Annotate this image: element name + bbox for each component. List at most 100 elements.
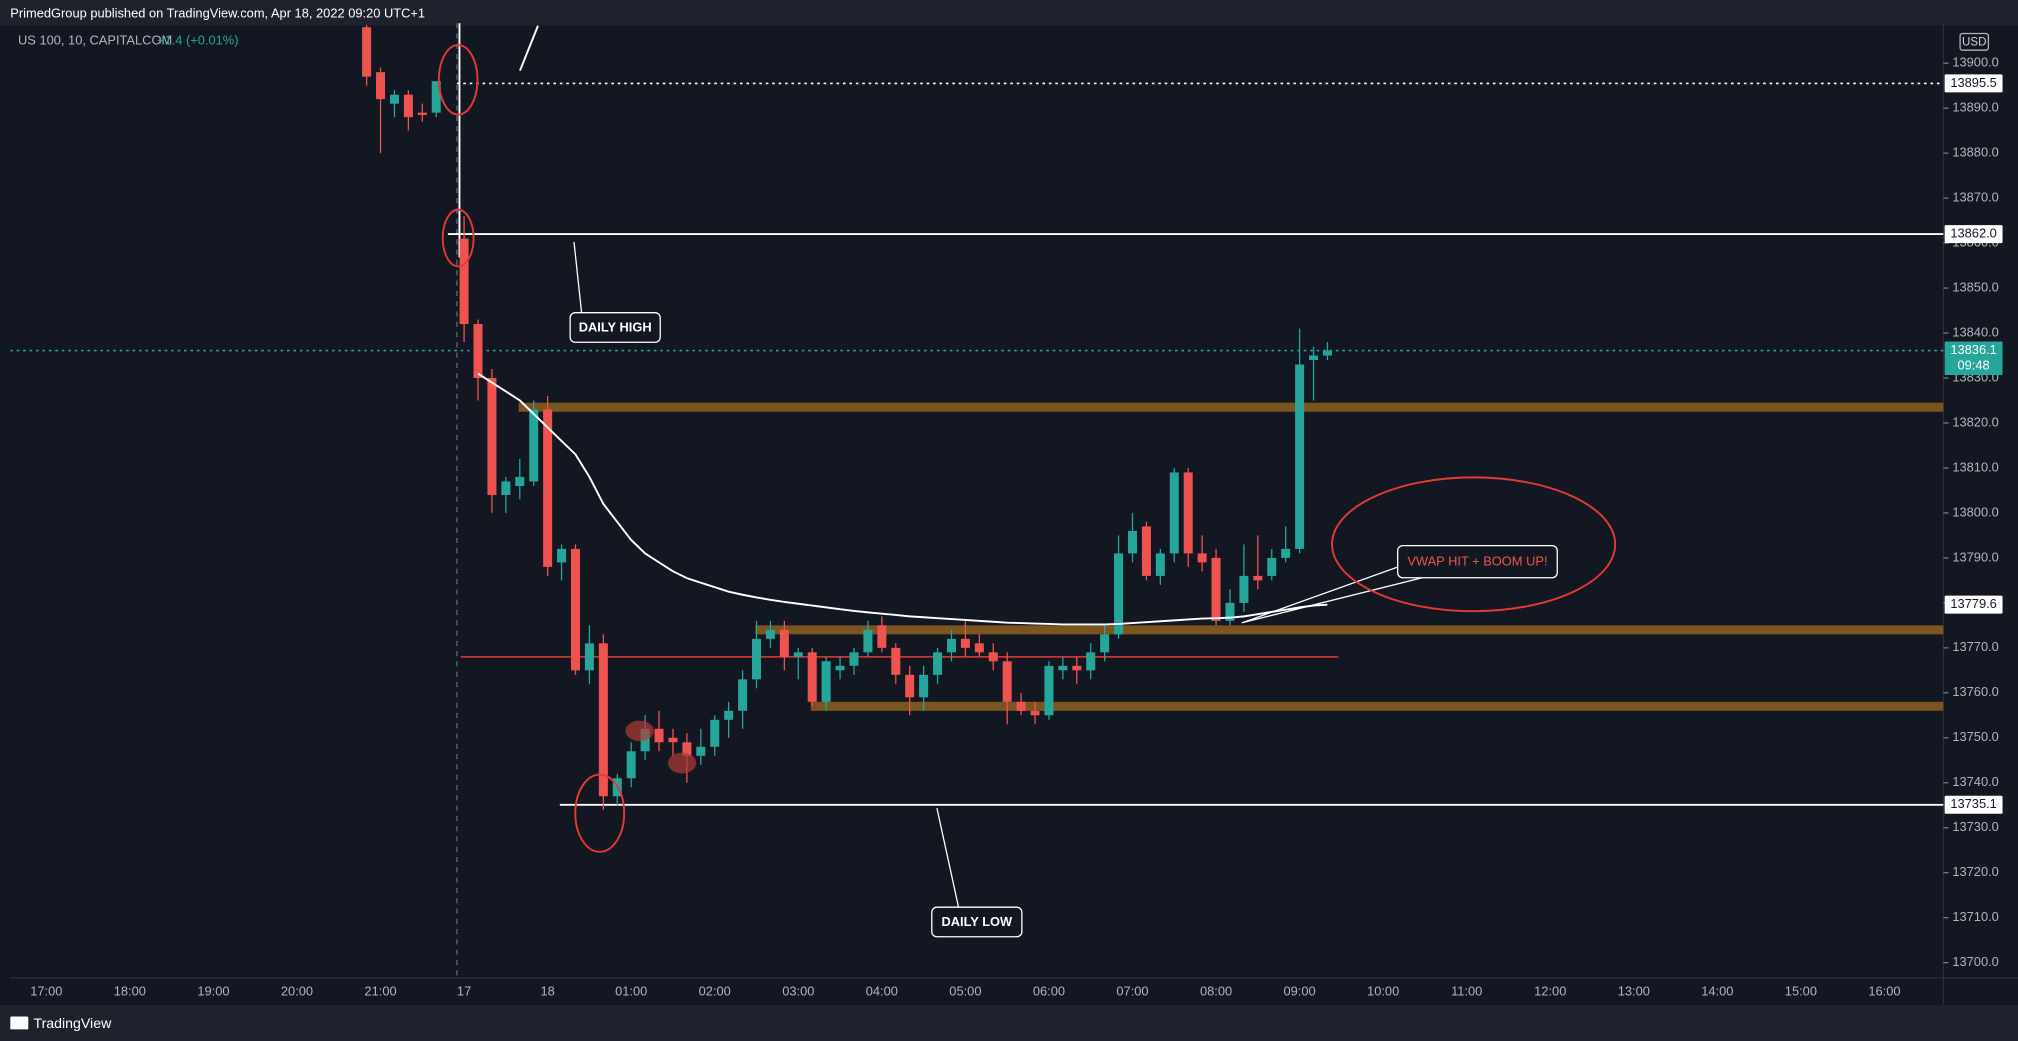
y-tick-label: 13900.0 [1952, 55, 1998, 70]
hand-circle [441, 208, 475, 268]
candle-body [738, 679, 748, 711]
candle-body [960, 638, 970, 648]
footer-bar [0, 1004, 2018, 1041]
candle-body [654, 728, 664, 743]
price-badge [1944, 74, 2003, 93]
x-tick-label: 16:00 [1868, 983, 1900, 998]
candle-body [891, 647, 901, 675]
x-tick-label: 07:00 [1116, 983, 1148, 998]
y-tick-label: 13840.0 [1952, 324, 1998, 339]
candle-body [974, 643, 984, 653]
y-tick-label: 13800.0 [1952, 504, 1998, 519]
candle-body [431, 81, 441, 113]
candle-body [1016, 701, 1026, 711]
candle-body [1002, 661, 1012, 702]
hand-circle [574, 773, 626, 853]
y-tick-label: 13750.0 [1952, 729, 1998, 744]
hand-circle [1331, 476, 1617, 613]
candle-body [626, 751, 636, 779]
candle-body [584, 643, 594, 671]
candle-body [1253, 575, 1263, 581]
x-tick-label: 18:00 [114, 983, 146, 998]
y-tick-label: 13700.0 [1952, 954, 1998, 969]
price-badge [1944, 795, 2003, 814]
x-tick-label: 17 [457, 983, 471, 998]
x-tick-label: 13:00 [1618, 983, 1650, 998]
candle-body [765, 629, 775, 639]
candle-body [849, 652, 859, 666]
zone [810, 701, 1944, 711]
callout-pointer [1241, 565, 1423, 624]
x-tick-label: 17:00 [30, 983, 62, 998]
x-tick-label: 02:00 [699, 983, 731, 998]
candle-body [919, 674, 929, 698]
header-bar [0, 0, 2018, 26]
y-tick-label: 13810.0 [1952, 459, 1998, 474]
candle-body [863, 629, 873, 653]
candle-body [570, 548, 580, 671]
candle-body [403, 94, 413, 118]
candle-body [1100, 634, 1110, 653]
footer-text[interactable]: TradingView [33, 1015, 112, 1031]
x-tick-label: 04:00 [866, 983, 898, 998]
candle-body [362, 27, 372, 77]
y-tick-label: 13820.0 [1952, 414, 1998, 429]
candle-body [1155, 553, 1165, 576]
x-tick-label: 15:00 [1785, 983, 1817, 998]
candle-body [487, 378, 497, 495]
candle-body [1211, 557, 1221, 621]
logo-icon [10, 1016, 29, 1030]
currency-box[interactable] [1959, 32, 1990, 51]
price-badge-label: 13862.0 [1950, 225, 1996, 240]
candle-body [905, 674, 915, 698]
candle-body [696, 746, 706, 756]
x-tick-label: 06:00 [1033, 983, 1065, 998]
candle-body [376, 72, 386, 100]
price-badge [1944, 595, 2003, 614]
y-tick-label: 13880.0 [1952, 145, 1998, 160]
candle-body [946, 638, 956, 653]
x-tick-label: 14:00 [1701, 983, 1733, 998]
candle-body [1183, 472, 1193, 554]
candle-body [682, 742, 692, 756]
price-badge-label: 13836.1 [1950, 342, 1996, 357]
annotation: DAILY HIGH [579, 320, 652, 335]
marker-blob [667, 752, 697, 774]
x-tick-label: 05:00 [949, 983, 981, 998]
candle-body [1281, 548, 1291, 558]
candle-body [1295, 364, 1305, 549]
countdown: 09:48 [1958, 357, 1990, 372]
candle-body [389, 94, 399, 104]
x-tick-label: 19:00 [197, 983, 229, 998]
x-tick-label: 21:00 [364, 983, 396, 998]
candle-body [668, 737, 678, 743]
candle-body [807, 652, 817, 702]
candle-body [529, 409, 539, 482]
candle-body [515, 476, 525, 486]
candle-body [543, 409, 553, 567]
x-tick-label: 12:00 [1534, 983, 1566, 998]
candle-body [1030, 710, 1040, 716]
callout-box [1397, 544, 1558, 579]
candle-body [557, 548, 567, 563]
candle-body [1141, 526, 1151, 576]
candle-body [1086, 652, 1096, 671]
candle-body [1267, 557, 1277, 576]
candle-body [793, 652, 803, 657]
candle-body [1169, 472, 1179, 554]
candle-body [1114, 553, 1124, 635]
candle-body [724, 710, 734, 720]
price-badge [1944, 341, 2003, 376]
zone [518, 402, 1944, 412]
candle-body [1127, 530, 1138, 554]
candle-body [459, 238, 469, 325]
annotation: DAILY LOW [941, 914, 1013, 929]
annotations: DAILY HIGH DAILY LOW VWAP HIT + BOOM UP! [437, 44, 1617, 938]
symbol-legend[interactable]: US 100, 10, CAPITALCOM [18, 33, 172, 48]
candle-body [1225, 602, 1235, 621]
y-tick-label: 13890.0 [1952, 100, 1998, 115]
x-tick-label: 09:00 [1284, 983, 1316, 998]
y-tick-label: 13850.0 [1952, 279, 1998, 294]
price-badge-label: 13735.1 [1950, 796, 1996, 811]
